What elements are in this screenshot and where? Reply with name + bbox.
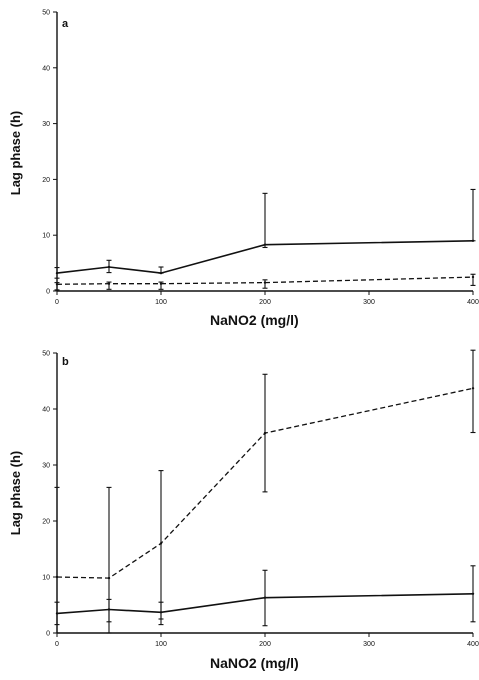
data-point [55, 283, 59, 286]
y-tick-label: 10 [42, 575, 50, 582]
data-point [55, 271, 59, 275]
data-point [263, 431, 267, 435]
panel-b-label: b [62, 356, 69, 368]
panel-a-series [54, 188, 476, 291]
y-tick-label: 40 [42, 65, 50, 72]
data-point [263, 596, 267, 599]
data-point [159, 282, 163, 285]
data-point [107, 265, 111, 269]
data-point [263, 281, 267, 284]
data-point [471, 387, 475, 390]
panel-b-x-axis-label: NaNO2 (mg/l) [210, 655, 299, 671]
x-tick-label: 100 [155, 299, 167, 306]
y-tick-label: 0 [46, 631, 50, 638]
x-tick-label: 300 [363, 299, 375, 306]
y-tick-label: 50 [42, 351, 50, 358]
x-tick-label: 0 [55, 299, 59, 306]
panel-a-label: a [62, 18, 69, 30]
y-tick-label: 20 [42, 177, 50, 184]
x-tick-label: 200 [259, 641, 271, 648]
data-point [471, 239, 475, 242]
y-tick-label: 30 [42, 121, 50, 128]
data-point [107, 282, 111, 285]
x-tick-label: 200 [259, 299, 271, 306]
data-point [471, 275, 475, 279]
panel-a-y-axis-label: Lag phase (h) [8, 111, 23, 196]
data-point [263, 243, 267, 246]
y-tick-label: 10 [42, 233, 50, 240]
data-point [55, 575, 59, 579]
panel-a: a 0 100 200 300 400 0 10 20 30 40 50 Lag phase (h)… [8, 10, 479, 329]
panel-a-ticks: 0 100 200 300 400 0 10 20 30 40 50 [42, 10, 479, 307]
x-tick-label: 300 [363, 641, 375, 648]
y-tick-label: 40 [42, 407, 50, 414]
y-tick-label: 20 [42, 519, 50, 526]
y-tick-label: 50 [42, 10, 50, 17]
panel-b-y-axis-label: Lag phase (h) [8, 451, 23, 536]
x-tick-label: 400 [467, 641, 479, 648]
x-tick-label: 100 [155, 641, 167, 648]
x-tick-label: 400 [467, 299, 479, 306]
panel-b-series [54, 349, 476, 634]
data-point [159, 542, 163, 545]
y-tick-label: 0 [46, 289, 50, 296]
x-tick-label: 0 [55, 641, 59, 648]
data-point [159, 271, 163, 275]
panel-b: b 0 100 200 300 400 0 10 20 30 40 50 Lag phase (h)… [8, 349, 479, 671]
data-point [471, 592, 475, 595]
panel-a-x-axis-label: NaNO2 (mg/l) [210, 312, 299, 328]
y-tick-label: 30 [42, 463, 50, 470]
data-point [107, 576, 111, 580]
panel-b-ticks: 0 100 200 300 400 0 10 20 30 40 50 [42, 351, 479, 649]
